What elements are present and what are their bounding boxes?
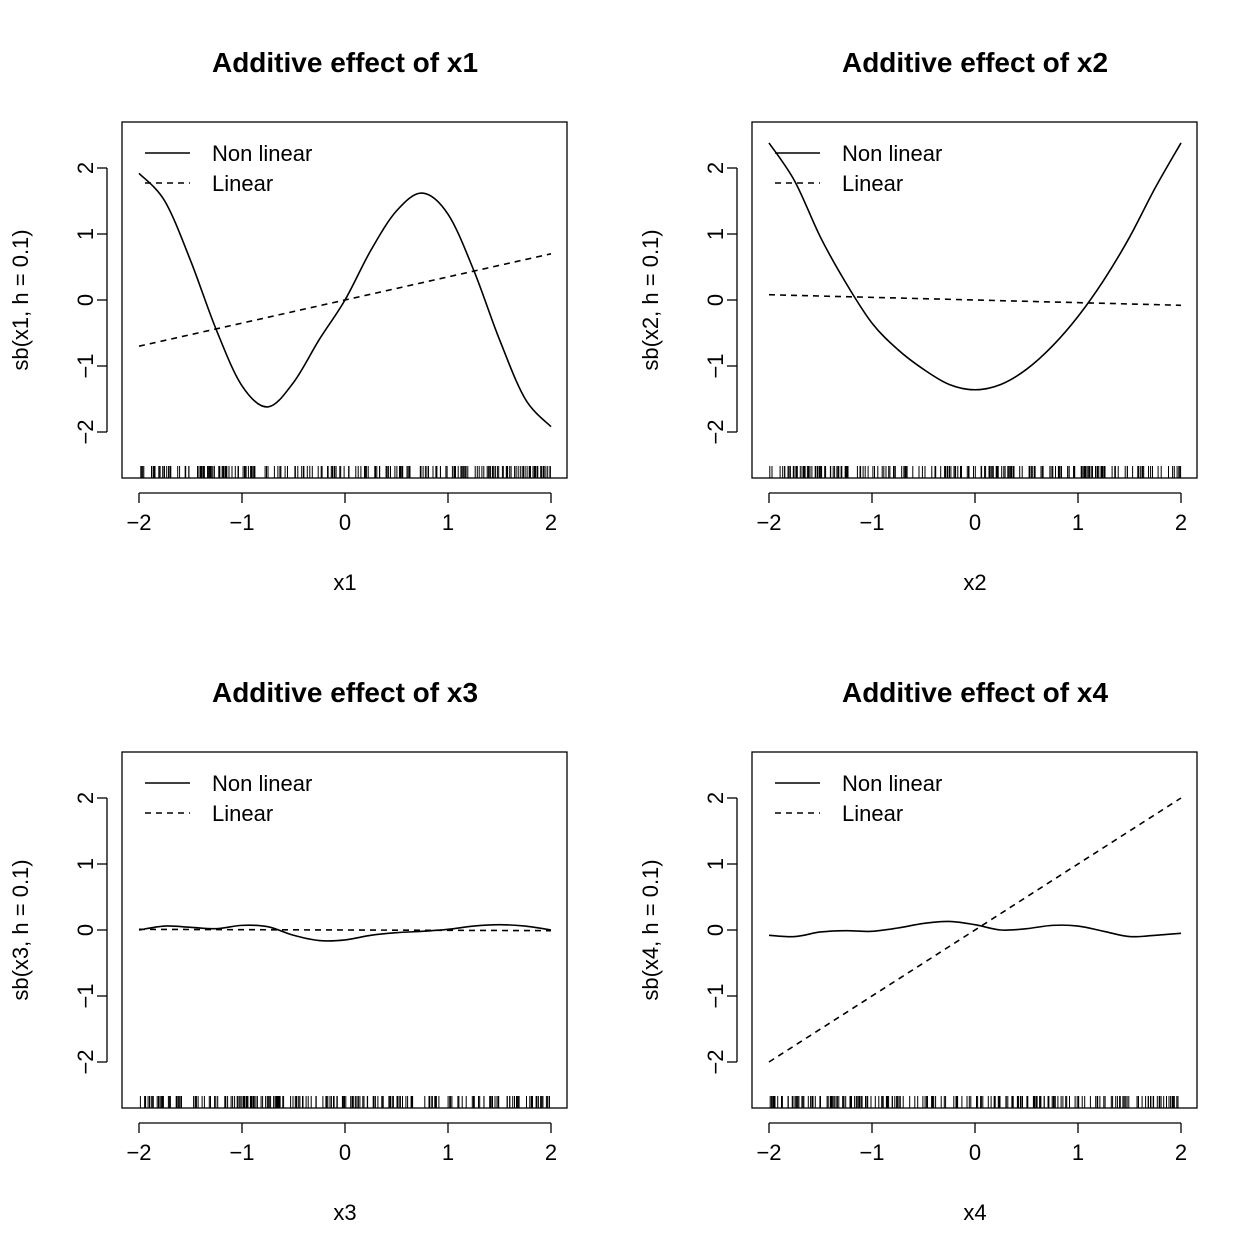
plot-frame	[751, 751, 1198, 1109]
x-tick-label: −1	[229, 510, 254, 535]
y-tick-label: 1	[703, 858, 728, 870]
panel-x4: Additive effect of x4 x4 sb(x4, h = 0.1)…	[638, 677, 1198, 1225]
y-axis: −2 −1 0 1 2	[703, 792, 738, 1075]
x-tick-label: 1	[1072, 510, 1084, 535]
y-axis-label: sb(x1, h = 0.1)	[8, 229, 33, 370]
rug-marks	[769, 466, 1182, 478]
y-axis-label: sb(x2, h = 0.1)	[638, 229, 663, 370]
x-axis-label: x3	[333, 1200, 356, 1225]
x-tick-label: −2	[126, 1140, 151, 1165]
y-tick-label: −1	[73, 983, 98, 1008]
x-axis: −2 −1 0 1 2	[756, 1122, 1187, 1165]
y-tick-label: 0	[703, 924, 728, 936]
x-tick-label: 0	[969, 510, 981, 535]
y-tick-label: 0	[703, 294, 728, 306]
y-tick-label: 0	[73, 924, 98, 936]
chart-title: Additive effect of x1	[212, 47, 478, 78]
y-tick-label: −1	[703, 353, 728, 378]
y-tick-label: 1	[73, 228, 98, 240]
rug-marks	[140, 466, 551, 478]
legend-label: Linear	[212, 801, 273, 826]
nonlinear-series-line	[768, 142, 1182, 391]
y-tick-label: 2	[73, 162, 98, 174]
linear-series-line	[768, 293, 1182, 307]
series-group	[768, 142, 1182, 391]
linear-series-line	[138, 253, 552, 347]
panel-x2: Additive effect of x2 x2 sb(x2, h = 0.1)…	[638, 47, 1198, 595]
series-group	[138, 172, 552, 428]
nonlinear-series-line	[768, 920, 1182, 938]
x-tick-label: −1	[859, 1140, 884, 1165]
chart-title: Additive effect of x4	[842, 677, 1108, 708]
x-tick-label: 2	[545, 510, 557, 535]
x-tick-label: 0	[969, 1140, 981, 1165]
x-tick-label: −2	[126, 510, 151, 535]
x-axis-label: x4	[963, 1200, 986, 1225]
x-tick-label: −1	[229, 1140, 254, 1165]
x-tick-label: 1	[442, 510, 454, 535]
y-tick-label: −2	[73, 1049, 98, 1074]
y-axis: −2 −1 0 1 2	[73, 162, 108, 445]
legend-label: Linear	[212, 171, 273, 196]
x-tick-label: −2	[756, 1140, 781, 1165]
x-tick-label: −2	[756, 510, 781, 535]
x-axis-label: x1	[333, 570, 356, 595]
x-axis-label: x2	[963, 570, 986, 595]
y-tick-label: −2	[73, 419, 98, 444]
legend-label: Non linear	[212, 771, 312, 796]
y-tick-label: 0	[73, 294, 98, 306]
nonlinear-series-line	[138, 923, 552, 942]
y-tick-label: 1	[703, 228, 728, 240]
legend-label: Non linear	[842, 141, 942, 166]
legend: Non linear Linear	[145, 141, 312, 196]
y-tick-label: 1	[73, 858, 98, 870]
x-axis: −2 −1 0 1 2	[756, 492, 1187, 535]
y-tick-label: −1	[703, 983, 728, 1008]
legend-label: Linear	[842, 801, 903, 826]
legend-label: Linear	[842, 171, 903, 196]
x-tick-label: 0	[339, 1140, 351, 1165]
y-tick-label: 2	[703, 792, 728, 804]
y-tick-label: 2	[73, 792, 98, 804]
y-axis-label: sb(x3, h = 0.1)	[8, 859, 33, 1000]
legend-label: Non linear	[842, 771, 942, 796]
y-axis: −2 −1 0 1 2	[73, 792, 108, 1075]
y-tick-label: −2	[703, 1049, 728, 1074]
panel-x3: Additive effect of x3 x3 sb(x3, h = 0.1)…	[8, 677, 568, 1225]
chart-title: Additive effect of x2	[842, 47, 1108, 78]
x-axis: −2 −1 0 1 2	[126, 492, 557, 535]
series-group	[138, 923, 552, 942]
x-tick-label: 1	[1072, 1140, 1084, 1165]
y-tick-label: −2	[703, 419, 728, 444]
legend-label: Non linear	[212, 141, 312, 166]
x-axis: −2 −1 0 1 2	[126, 1122, 557, 1165]
panel-x1: Additive effect of x1 x1 sb(x1, h = 0.1)…	[8, 47, 568, 595]
linear-series-line	[138, 928, 552, 932]
legend: Non linear Linear	[775, 771, 942, 826]
y-axis: −2 −1 0 1 2	[703, 162, 738, 445]
plot-frame	[751, 121, 1198, 479]
linear-series-line	[768, 797, 1182, 1063]
legend: Non linear Linear	[145, 771, 312, 826]
x-tick-label: 1	[442, 1140, 454, 1165]
legend: Non linear Linear	[775, 141, 942, 196]
x-tick-label: −1	[859, 510, 884, 535]
series-group	[768, 797, 1182, 1063]
y-axis-label: sb(x4, h = 0.1)	[638, 859, 663, 1000]
x-tick-label: 2	[1175, 1140, 1187, 1165]
x-tick-label: 2	[1175, 510, 1187, 535]
rug-marks	[769, 1096, 1179, 1108]
x-tick-label: 0	[339, 510, 351, 535]
x-tick-label: 2	[545, 1140, 557, 1165]
rug-marks	[139, 1096, 550, 1108]
y-tick-label: −1	[73, 353, 98, 378]
chart-title: Additive effect of x3	[212, 677, 478, 708]
y-tick-label: 2	[703, 162, 728, 174]
